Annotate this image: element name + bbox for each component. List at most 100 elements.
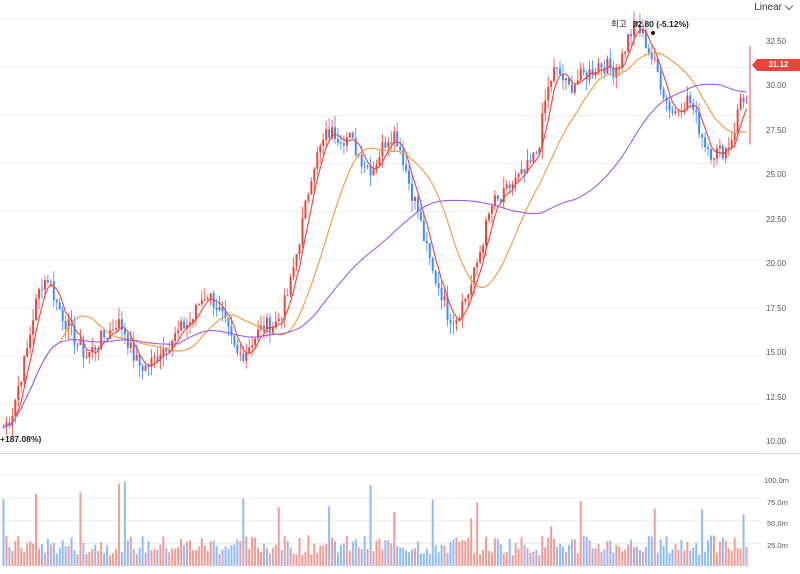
candle-body: [94, 346, 97, 351]
candle-body: [653, 58, 656, 60]
candle-body: [35, 298, 38, 321]
volume-bar: [493, 538, 496, 566]
candle-body: [254, 338, 257, 346]
volume-bar: [562, 546, 564, 566]
volume-bar: [591, 548, 594, 566]
candle-body: [609, 58, 612, 68]
volume-bar: [547, 537, 550, 566]
volume-bar: [20, 548, 23, 566]
price-tick: 32.50: [766, 37, 787, 46]
candle-body: [100, 330, 103, 349]
volume-bar: [357, 547, 360, 566]
candle-body: [138, 354, 141, 367]
candle-body: [224, 311, 227, 318]
volume-bar: [659, 539, 662, 566]
volume-bar: [218, 553, 221, 566]
candle-body: [689, 95, 692, 104]
volume-bar: [718, 541, 721, 566]
volume-bar: [49, 544, 52, 566]
candle-body: [455, 320, 458, 324]
candle-body: [257, 329, 260, 339]
candle-body: [556, 67, 559, 69]
candle-body: [328, 129, 331, 138]
volume-bar: [701, 509, 704, 566]
volume-bar: [585, 536, 588, 566]
candle-body: [17, 385, 20, 400]
candle-body: [378, 157, 381, 166]
candle-body: [286, 295, 289, 297]
volume-bar: [245, 536, 248, 566]
volume-bar: [150, 550, 153, 566]
candle-body: [14, 399, 17, 416]
volume-bar: [224, 546, 227, 566]
candle-body: [132, 342, 135, 361]
volume-bar: [529, 552, 532, 566]
volume-bar: [742, 514, 745, 566]
volume-bar: [541, 536, 544, 566]
volume-bar: [440, 544, 443, 566]
candle-body: [422, 220, 425, 242]
volume-bar: [342, 543, 345, 566]
candle-body: [511, 184, 514, 189]
volume-bar: [514, 542, 517, 566]
candle-body: [180, 321, 183, 331]
volume-bar: [363, 536, 366, 566]
volume-bar: [283, 536, 286, 566]
candle-body: [508, 184, 511, 189]
scale-dropdown[interactable]: Linear: [754, 1, 794, 13]
volume-bar: [194, 550, 197, 566]
candle-body: [174, 333, 177, 341]
moving-average-mid: [3, 51, 747, 428]
volume-bar: [197, 546, 200, 566]
volume-bar: [141, 536, 144, 566]
candle-body: [490, 205, 493, 214]
candle-body: [289, 277, 292, 296]
candle-body: [627, 34, 630, 52]
volume-axis: 100.0m 75.0m 50.0m 25.0m: [764, 476, 789, 550]
volume-bar: [239, 541, 242, 566]
candle-body: [177, 330, 180, 334]
candle-body: [698, 112, 701, 135]
volume-bar: [369, 485, 372, 566]
candle-body: [159, 354, 162, 361]
volume-bar: [319, 545, 322, 566]
volume-bar: [64, 546, 67, 566]
candle-body: [636, 21, 638, 26]
candle-body: [674, 111, 677, 114]
volume-bar: [479, 553, 482, 566]
candle-body: [271, 327, 274, 334]
volume-bar: [85, 554, 88, 566]
volume-bar: [523, 544, 526, 566]
candle-body: [8, 422, 11, 427]
volume-bar: [425, 548, 428, 566]
candle-body: [265, 317, 268, 332]
candle-body: [461, 301, 464, 319]
candle-body: [221, 306, 224, 312]
volume-bar: [739, 548, 742, 566]
volume-bar: [615, 545, 618, 566]
candle-body: [621, 53, 624, 68]
volume-bar: [339, 545, 342, 566]
volume-bar: [313, 543, 316, 566]
candle-body: [496, 195, 499, 200]
candle-body: [721, 145, 724, 159]
volume-bar: [351, 541, 354, 566]
candle-body: [123, 329, 126, 335]
candle-body: [517, 173, 520, 178]
candle-body: [274, 321, 277, 328]
period-high-value: 32.80 (-5.12%): [632, 19, 689, 29]
candle-body: [476, 262, 479, 268]
volume-bar: [476, 502, 479, 566]
volume-bar: [559, 543, 561, 566]
volume-bar: [579, 501, 582, 566]
volume-bar: [325, 543, 328, 566]
candle-body: [692, 103, 695, 110]
volume-bar: [206, 550, 209, 566]
volume-bar: [366, 548, 369, 566]
candle-body: [191, 319, 194, 323]
candle-body: [339, 142, 342, 144]
candle-body: [526, 160, 529, 173]
candle-body: [570, 84, 573, 93]
